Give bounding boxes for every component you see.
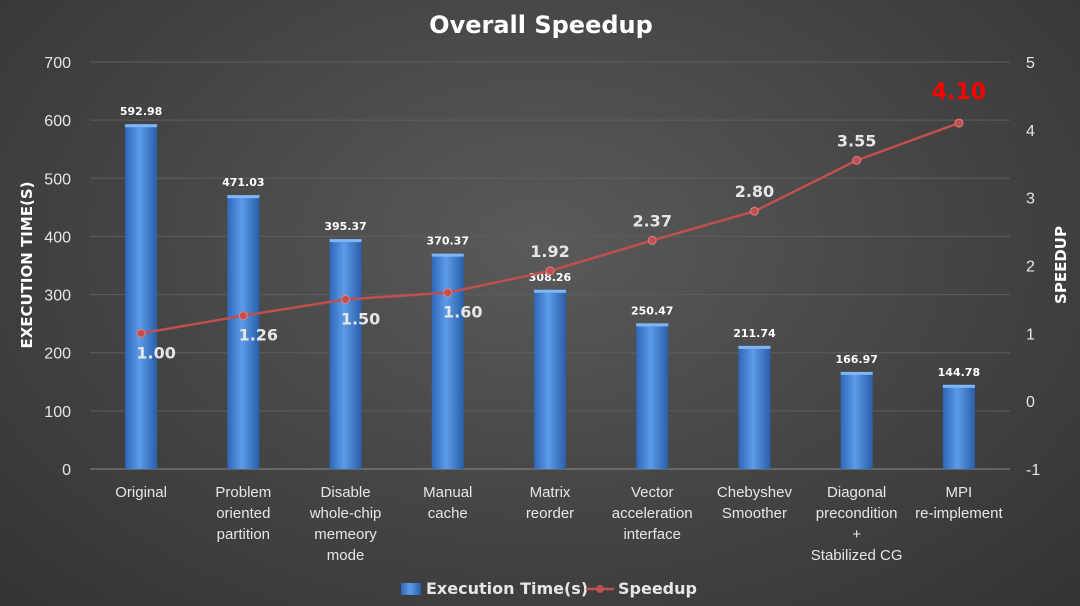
y-axis-right-title: SPEEDUP [1052, 226, 1070, 304]
category-label: cache [428, 505, 468, 522]
speedup-value-label: 4.10 [932, 80, 986, 105]
y-left-tick-label: 100 [44, 404, 71, 421]
y-left-tick-label: 500 [44, 171, 71, 188]
bar-value-label: 471.03 [222, 176, 264, 189]
bar-top-highlight [227, 195, 260, 199]
bar-top-highlight [738, 345, 771, 349]
category-label: memeory [314, 526, 377, 543]
y-left-tick-label: 700 [44, 55, 71, 72]
category-label: oriented [216, 505, 270, 522]
speedup-point [749, 206, 759, 216]
bar-top-highlight [329, 239, 362, 243]
category-label: acceleration [612, 505, 693, 522]
speedup-series [136, 118, 964, 338]
bar [431, 253, 464, 469]
bar [125, 124, 158, 469]
y-right-tick-label: -1 [1026, 462, 1040, 479]
speedup-value-label: 2.37 [632, 211, 671, 230]
legend-line-label: Speedup [618, 579, 697, 598]
category-label: whole-chip [309, 505, 382, 522]
y-right-tick-label: 5 [1026, 55, 1035, 72]
bar-top-highlight [636, 323, 669, 327]
legend-bar-label: Execution Time(s) [426, 579, 588, 598]
y-right-tick-label: 1 [1026, 326, 1035, 343]
category-label: partition [217, 526, 270, 543]
chart-title: Overall Speedup [429, 11, 653, 39]
speedup-point [647, 235, 657, 245]
y-axis-left-title: EXECUTION TIME(S) [18, 181, 36, 348]
category-label: Smoother [722, 505, 787, 522]
speedup-value-label: 1.50 [341, 309, 380, 328]
bar-value-label: 370.37 [427, 235, 469, 248]
legend: Execution Time(s) Speedup [401, 579, 697, 598]
speedup-point [545, 266, 555, 276]
category-label: Stabilized CG [811, 547, 903, 564]
y-axis-left-ticks: 0 100 200 300 400 500 600 700 [44, 55, 71, 479]
category-label: MPI [946, 484, 973, 501]
bar-value-label: 250.47 [631, 304, 673, 317]
y-left-tick-label: 200 [44, 346, 71, 363]
bar [329, 239, 362, 469]
y-left-tick-label: 0 [62, 462, 71, 479]
speedup-value-label: 1.00 [136, 343, 175, 362]
speedup-value-label: 3.55 [837, 131, 876, 150]
speedup-value-label: 1.26 [239, 326, 278, 345]
bar [636, 323, 669, 469]
category-label: interface [623, 526, 681, 543]
bar-value-labels: 592.98471.03395.37370.37308.26250.47211.… [120, 105, 980, 379]
category-label: Matrix [530, 484, 571, 501]
y-axis-right-ticks: -1 0 1 2 3 4 5 [1026, 55, 1040, 479]
y-right-tick-label: 4 [1026, 123, 1035, 140]
bar-series [125, 124, 975, 469]
category-label: mode [327, 547, 365, 564]
category-label: Chebyshev [717, 484, 793, 501]
category-label: Vector [631, 484, 674, 501]
bar-value-label: 144.78 [938, 366, 980, 379]
bar [942, 384, 975, 469]
category-label: Disable [321, 484, 371, 501]
category-label: precondition [816, 505, 898, 522]
bar-value-label: 592.98 [120, 105, 162, 118]
category-label: Diagonal [827, 484, 886, 501]
bar [227, 195, 260, 469]
category-label: Manual [423, 484, 472, 501]
bar-top-highlight [840, 371, 873, 375]
bar-top-highlight [125, 124, 158, 128]
category-labels: Original Problem oriented partition Disable w… [115, 484, 1003, 564]
bar [534, 289, 566, 469]
bar-value-label: 395.37 [324, 220, 366, 233]
category-label: + [852, 526, 861, 543]
speedup-point [852, 155, 862, 165]
legend-line-marker [596, 585, 604, 593]
y-left-tick-label: 300 [44, 288, 71, 305]
bar-value-label: 166.97 [835, 353, 877, 366]
bar-top-highlight [431, 253, 464, 257]
speedup-point [443, 288, 453, 298]
bar [738, 345, 771, 469]
category-label: re-implement [915, 505, 1003, 522]
speedup-point [238, 311, 248, 321]
bar [840, 371, 873, 469]
category-label: Problem [215, 484, 271, 501]
speedup-point [341, 294, 351, 304]
speedup-value-label: 1.60 [443, 303, 482, 322]
speedup-point [954, 118, 964, 128]
bar-top-highlight [534, 289, 566, 293]
y-right-tick-label: 2 [1026, 259, 1035, 276]
category-label: Original [115, 484, 167, 501]
bar-value-label: 211.74 [733, 327, 776, 340]
bar-top-highlight [942, 384, 975, 388]
y-left-tick-label: 600 [44, 113, 71, 130]
y-left-tick-label: 400 [44, 229, 71, 246]
speedup-value-label: 1.92 [530, 242, 569, 261]
speedup-value-label: 2.80 [735, 182, 774, 201]
legend-bar-swatch [401, 583, 421, 595]
y-right-tick-label: 0 [1026, 394, 1035, 411]
y-right-tick-label: 3 [1026, 191, 1035, 208]
speedup-value-labels: 1.00 1.26 1.50 1.60 1.92 2.37 2.80 3.55 4.10 [136, 80, 986, 362]
speedup-point [136, 328, 146, 338]
category-label: reorder [526, 505, 574, 522]
